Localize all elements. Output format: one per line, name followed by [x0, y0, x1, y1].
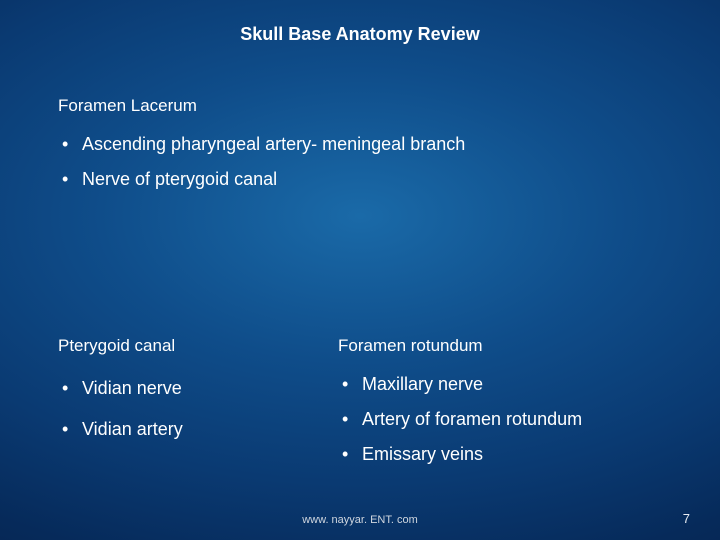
foramen-rotundum-heading: Foramen rotundum — [338, 336, 698, 356]
list-item: Vidian nerve — [58, 378, 318, 399]
list-item: Emissary veins — [338, 444, 698, 465]
pterygoid-canal-heading: Pterygoid canal — [58, 336, 318, 356]
slide: Skull Base Anatomy Review Foramen Laceru… — [0, 0, 720, 540]
right-section: Foramen rotundum Maxillary nerve Artery … — [338, 336, 698, 479]
list-item: Vidian artery — [58, 419, 318, 440]
left-section: Pterygoid canal Vidian nerve Vidian arte… — [58, 336, 318, 460]
foramen-lacerum-heading: Foramen Lacerum — [58, 96, 658, 116]
foramen-lacerum-list: Ascending pharyngeal artery- meningeal b… — [58, 134, 658, 190]
list-item: Maxillary nerve — [338, 374, 698, 395]
page-number: 7 — [683, 511, 690, 526]
list-item: Artery of foramen rotundum — [338, 409, 698, 430]
top-section: Foramen Lacerum Ascending pharyngeal art… — [58, 96, 658, 204]
foramen-rotundum-list: Maxillary nerve Artery of foramen rotund… — [338, 374, 698, 465]
list-item: Nerve of pterygoid canal — [58, 169, 658, 190]
pterygoid-canal-list: Vidian nerve Vidian artery — [58, 378, 318, 440]
list-item: Ascending pharyngeal artery- meningeal b… — [58, 134, 658, 155]
footer-link: www. nayyar. ENT. com — [0, 514, 720, 526]
slide-title: Skull Base Anatomy Review — [0, 0, 720, 45]
